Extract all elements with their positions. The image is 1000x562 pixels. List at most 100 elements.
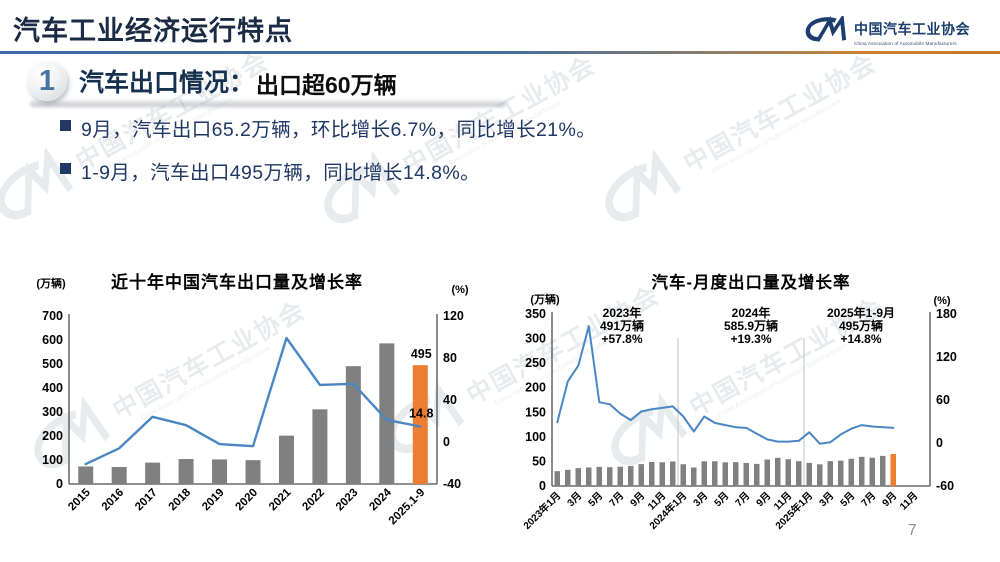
bar — [712, 461, 718, 486]
bar — [586, 467, 592, 486]
left-tick-label: 500 — [42, 357, 63, 371]
bar — [869, 457, 875, 486]
logo-en-text: China Association of Automobile Manufact… — [854, 41, 957, 46]
bar — [145, 462, 161, 484]
chart-annotation: 2024年 — [732, 305, 771, 320]
bar — [575, 468, 581, 486]
x-tick-label: 2019 — [200, 487, 227, 514]
x-tick-label: 2017 — [133, 487, 160, 514]
section-subheading: 出口超60万辆 — [256, 71, 397, 98]
x-tick-label: 2021 — [267, 486, 294, 513]
data-label: 14.8 — [409, 406, 433, 420]
bar — [722, 462, 728, 486]
right-tick-label: -60 — [936, 479, 954, 493]
left-axis-unit: (万辆) — [530, 292, 560, 306]
x-tick-label: 5月 — [712, 490, 731, 509]
section-heading: 汽车出口情况： — [79, 69, 255, 97]
right-tick-label: 120 — [936, 350, 957, 364]
chart-annotation: +14.8% — [840, 332, 881, 346]
bar — [212, 459, 228, 484]
bar — [806, 462, 812, 486]
right-axis-unit: (%) — [933, 295, 950, 307]
bar — [838, 460, 844, 486]
watermark-block: 中国汽车工业协会 China Association of Automobile … — [578, 13, 897, 238]
x-tick-label: 2016 — [100, 487, 127, 514]
caam-cm-mark-icon — [805, 16, 847, 42]
combo-chart-svg: 近十年中国汽车出口量及增长率(万辆) (%)0100200300400500600… — [36, 272, 469, 528]
bar — [859, 456, 865, 486]
x-tick-label: 9月 — [880, 490, 899, 509]
left-tick-label: 350 — [525, 307, 546, 321]
right-tick-label: 60 — [936, 393, 950, 407]
x-tick-label: 2022 — [300, 487, 327, 514]
left-tick-label: 150 — [525, 405, 546, 419]
bar — [890, 453, 896, 486]
chart-title: 近十年中国汽车出口量及增长率 — [111, 272, 363, 292]
watermark-en-text: China Association of Automobile Manufact… — [710, 98, 843, 176]
bar — [617, 466, 623, 486]
right-tick-label: 40 — [443, 393, 457, 407]
bar — [817, 464, 823, 486]
bullet-text: 9月，汽车出口65.2万辆，环比增长6.7%，同比增长21%。 — [81, 119, 597, 141]
section-number-badge: 1 — [27, 61, 67, 101]
right-axis-unit: (%) — [451, 284, 468, 296]
bullet-square-icon — [60, 120, 71, 131]
page-title: 汽车工业经济运行特点 — [13, 16, 293, 46]
x-tick-label: 9月 — [754, 490, 773, 509]
left-tick-label: 0 — [56, 477, 63, 491]
bar — [278, 435, 294, 484]
x-tick-label: 7月 — [733, 490, 752, 509]
section-heading-row: 1 汽车出口情况： 出口超60万辆 — [27, 61, 397, 101]
watermark-cn-text: 中国汽车工业协会 — [679, 48, 882, 179]
combo-chart-svg: 汽车-月度出口量及增长率 (万辆) (%) 0 50 100 150 200 250 300 350… — [520, 272, 957, 532]
bar — [701, 461, 707, 486]
left-tick-label: 600 — [42, 333, 63, 347]
bar — [764, 459, 770, 486]
x-tick-label: 2024 — [367, 486, 394, 513]
bar — [638, 464, 644, 486]
bar — [754, 463, 760, 486]
left-tick-label: 700 — [42, 309, 63, 323]
chart-annotation: +19.3% — [730, 332, 771, 346]
bar — [775, 457, 781, 486]
bullet-item: 1-9月，汽车出口495万辆，同比增长14.8%。 — [60, 156, 596, 185]
bar — [670, 461, 676, 486]
bar — [691, 467, 697, 486]
growth-line — [84, 336, 422, 466]
chart-export-annual: 近十年中国汽车出口量及增长率 (万辆) (%) 0 100 200 300 400 500 600… — [20, 262, 475, 562]
x-tick-label: 2025.1-9 — [387, 487, 428, 528]
bar — [743, 462, 749, 486]
bullet-list: 9月，汽车出口65.2万辆，环比增长6.7%，同比增长21%。 1-9月，汽车出口… — [60, 113, 596, 199]
x-tick-label: 11月 — [897, 490, 920, 513]
data-label: 495 — [411, 347, 432, 361]
bullet-item: 9月，汽车出口65.2万辆，环比增长6.7%，同比增长21%。 — [60, 113, 596, 142]
left-tick-label: 300 — [42, 405, 63, 419]
right-tick-label: 180 — [936, 307, 957, 321]
right-tick-label: -40 — [443, 477, 461, 491]
logo-cn-text: 中国汽车工业协会 — [854, 21, 970, 37]
bar — [412, 365, 428, 484]
section-number: 1 — [38, 64, 56, 97]
right-tick-label: 0 — [443, 435, 450, 449]
bar — [111, 467, 127, 484]
chart-annotation: 495万辆 — [839, 318, 883, 333]
bar — [733, 462, 739, 486]
x-tick-label: 3月 — [691, 490, 710, 509]
bar — [649, 462, 655, 486]
bullet-text: 1-9月，汽车出口495万辆，同比增长14.8%。 — [81, 162, 481, 184]
left-tick-label: 0 — [539, 479, 546, 493]
chart-title: 汽车-月度出口量及增长率 — [652, 272, 851, 292]
caam-cm-mark-watermark-icon — [605, 148, 682, 222]
bar — [848, 458, 854, 486]
chart-annotation: +57.8% — [601, 332, 642, 346]
left-tick-label: 400 — [42, 381, 63, 395]
bar — [628, 465, 634, 486]
chart-annotation: 491万辆 — [600, 318, 644, 333]
bar — [312, 409, 328, 484]
section-heading-underline — [30, 99, 506, 108]
bar — [78, 466, 94, 484]
x-tick-label: 5月 — [838, 490, 857, 509]
left-tick-label: 200 — [42, 429, 63, 443]
bar — [554, 471, 560, 486]
bullet-square-icon — [60, 163, 71, 174]
